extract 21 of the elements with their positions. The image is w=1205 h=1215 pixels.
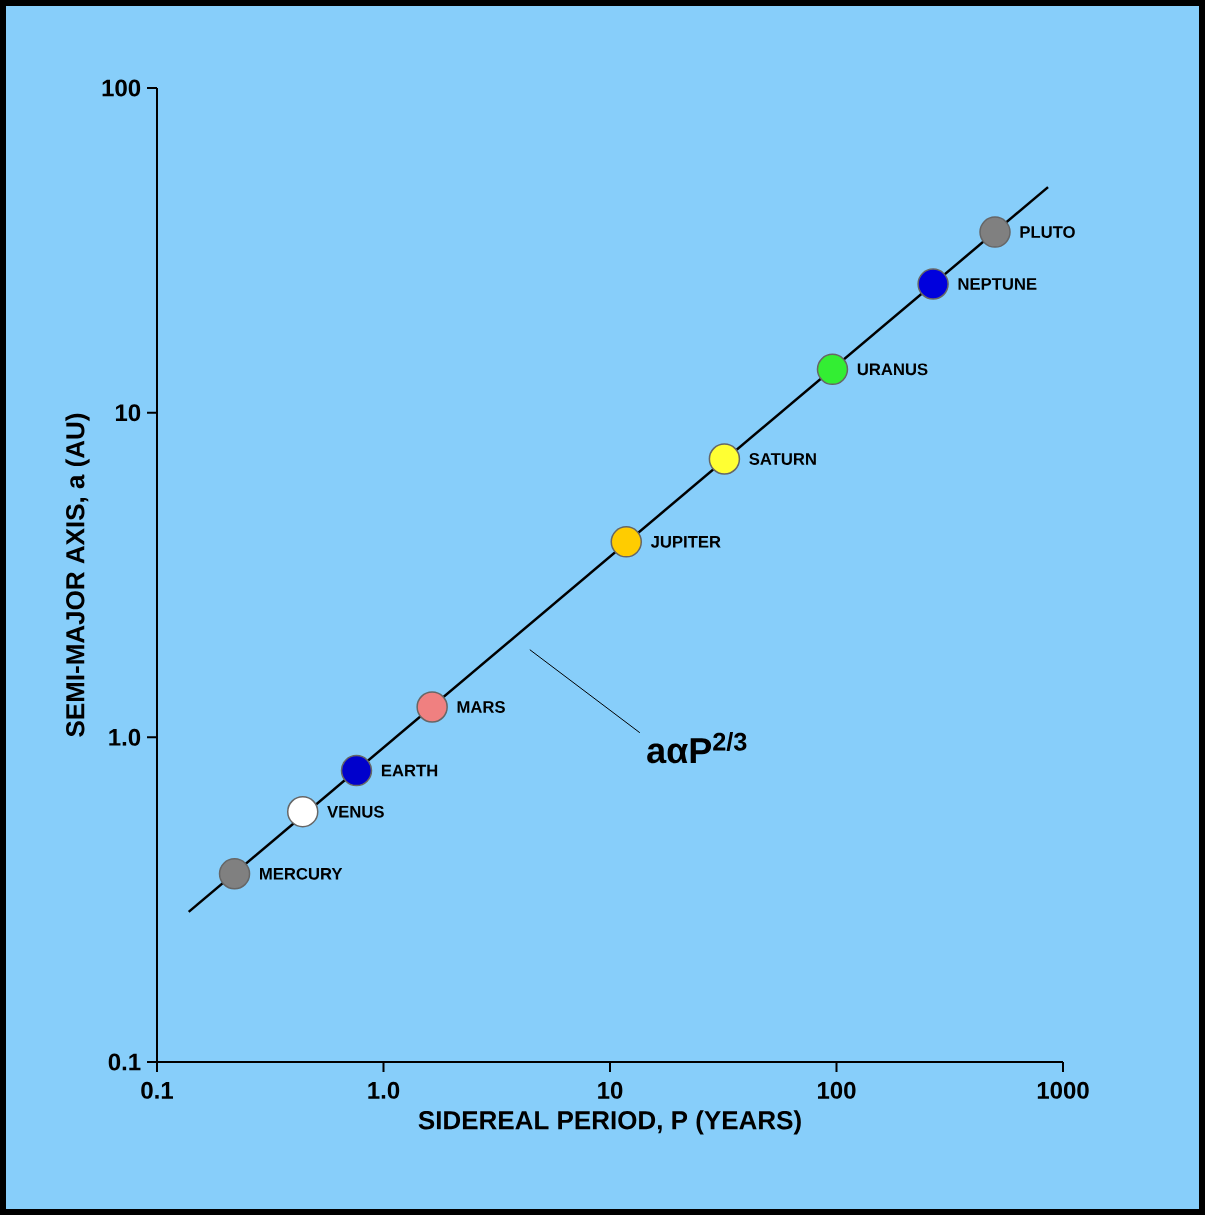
y-tick-label: 10 <box>115 404 141 422</box>
annotation: VENUS <box>327 805 384 818</box>
annotation: SATURN <box>749 453 816 465</box>
x-tick-label: 100 <box>817 1081 856 1099</box>
x-axis-title: SIDEREAL PERIOD, P (YEARS) <box>418 1110 801 1135</box>
annotation: MERCURY <box>260 867 343 880</box>
annotation: aαP$^{2/3}$ <box>647 732 747 764</box>
y-tick-label: 1.0 <box>109 728 141 746</box>
y-tick-label: 0.1 <box>108 1053 141 1071</box>
y-axis-title: SEMI-MAJOR AXIS, a (AU) <box>65 413 90 737</box>
y-tick-label: 100 <box>102 79 141 97</box>
x-tick-label: 1000 <box>1037 1081 1089 1099</box>
annotation: EARTH <box>381 764 438 777</box>
annotation: NEPTUNE <box>958 278 1037 290</box>
annotation: PLUTO <box>1020 226 1075 238</box>
annotation: MARS <box>457 701 505 713</box>
x-tick-label: 1.0 <box>368 1081 400 1099</box>
x-tick-label: 0.1 <box>141 1081 174 1099</box>
annotation: JUPITER <box>650 536 721 548</box>
x-tick-label: 10 <box>598 1081 623 1099</box>
annotation: URANUS <box>857 363 928 376</box>
